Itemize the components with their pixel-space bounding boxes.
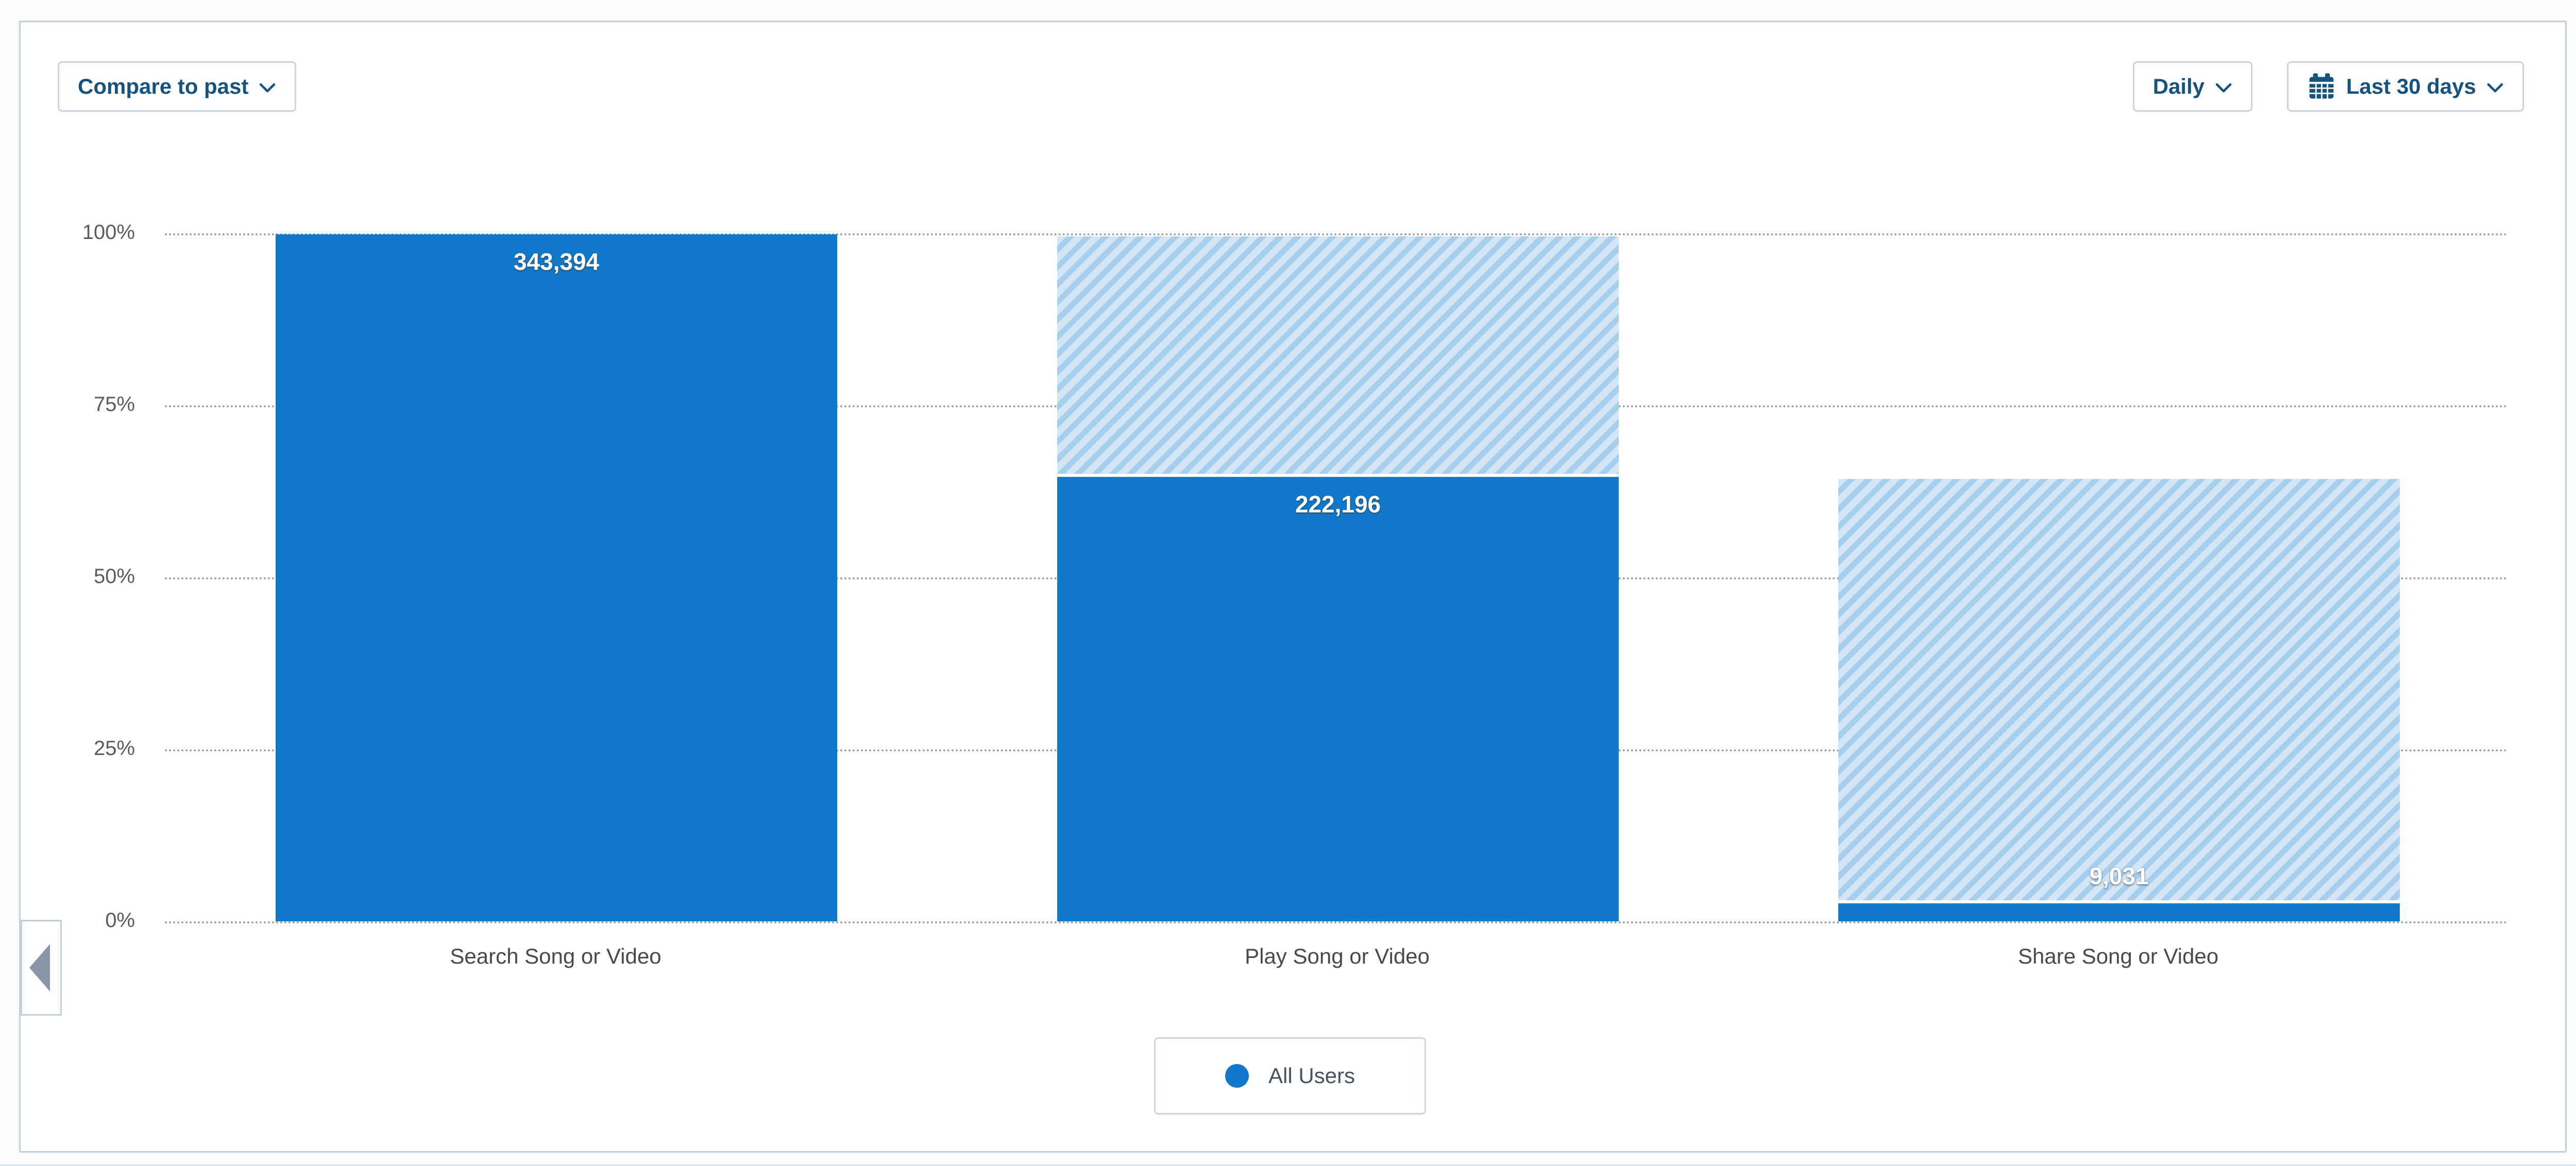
funnel-band: 222,196 (1057, 0, 1619, 1166)
compare-to-past-label: Compare to past (78, 74, 249, 98)
granularity-label: Daily (2153, 74, 2205, 98)
funnel-bar[interactable] (276, 234, 837, 921)
legend-label: All Users (1268, 1064, 1355, 1088)
calendar-icon (2309, 73, 2334, 99)
y-axis-tick: 75% (93, 393, 135, 416)
bar-value-label: 343,394 (513, 248, 600, 275)
y-axis-tick: 25% (93, 737, 135, 760)
collapse-panel-button[interactable] (21, 920, 62, 1016)
series-dot-icon (1225, 1064, 1249, 1088)
chevron-down-icon (2487, 83, 2503, 93)
funnel-bar[interactable] (1057, 477, 1619, 921)
bar-value-label: 9,031 (2089, 863, 2149, 889)
dropoff-hatch[interactable] (1838, 479, 2400, 900)
x-axis-label: Search Song or Video (450, 944, 662, 968)
y-axis-tick: 0% (105, 909, 135, 932)
collapse-left-triangle-icon (29, 944, 50, 991)
bar-value-label: 222,196 (1295, 491, 1381, 518)
funnel-bar[interactable] (1838, 903, 2400, 921)
funnel-band: 343,394 (276, 0, 837, 1166)
date-range-label: Last 30 days (2346, 74, 2476, 98)
legend-chip-all-users[interactable]: All Users (1154, 1037, 1426, 1114)
chevron-down-icon (2215, 83, 2232, 93)
y-axis-tick: 100% (82, 221, 135, 244)
chevron-down-icon (260, 83, 276, 93)
x-axis-label: Play Song or Video (1245, 944, 1430, 968)
y-axis-tick: 50% (93, 565, 135, 588)
next-panel-edge (0, 1164, 2576, 1166)
gridline-0 (165, 921, 2509, 923)
gridline-100 (165, 233, 2509, 235)
funnel-band: 9,031 (1838, 0, 2400, 1166)
x-axis-label: Share Song or Video (2018, 944, 2219, 968)
granularity-button[interactable]: Daily (2132, 61, 2252, 112)
compare-to-past-button[interactable]: Compare to past (58, 61, 297, 112)
date-range-button[interactable]: Last 30 days (2286, 61, 2524, 112)
dropoff-hatch[interactable] (1057, 236, 1619, 474)
